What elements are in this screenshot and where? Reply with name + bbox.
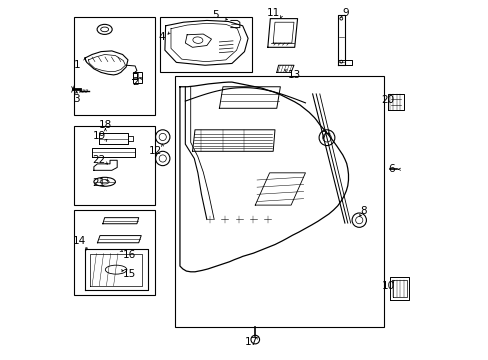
Text: 3: 3 [73,94,80,104]
Text: 21: 21 [92,177,106,188]
Text: 22: 22 [92,154,106,165]
Bar [74,17,155,116]
Text: 4: 4 [159,32,165,41]
Text: 17: 17 [244,337,258,347]
Bar [132,72,142,83]
Text: 20: 20 [381,95,394,105]
Text: 12: 12 [149,145,162,156]
Bar [74,211,155,295]
Text: 8: 8 [360,206,366,216]
Bar [160,17,251,72]
Text: 5: 5 [212,10,219,20]
Text: 2: 2 [132,77,138,87]
Text: 9: 9 [342,8,348,18]
Text: 19: 19 [92,131,106,141]
Text: 15: 15 [122,269,135,279]
Text: 7: 7 [320,131,326,141]
Text: 10: 10 [381,281,394,291]
Text: 16: 16 [122,249,135,260]
Text: 11: 11 [267,8,280,18]
Bar [174,76,384,327]
Text: 18: 18 [99,121,112,130]
Bar [74,126,155,205]
Text: 1: 1 [73,60,80,70]
Text: 14: 14 [73,236,86,246]
Text: 13: 13 [287,70,301,80]
Text: 6: 6 [387,164,394,174]
